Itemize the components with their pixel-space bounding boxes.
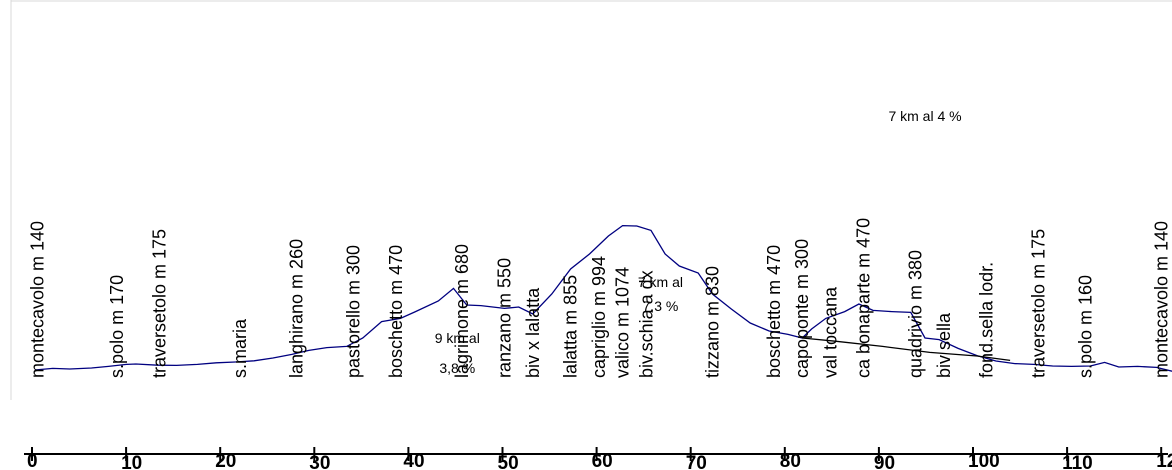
place-label: biv sella [934,312,954,378]
place-label: boschetto m 470 [386,245,406,378]
gradient-annotation: 7 km al 4 % [888,108,961,124]
elevation-profile [34,224,1172,372]
place-label: boschetto m 470 [764,245,784,378]
series-line-variante [802,337,1011,362]
x-tick-label: 100 [968,451,1000,470]
place-label: pastorello m 300 [343,245,363,378]
place-label: lalatta m 855 [561,275,581,378]
x-tick-label: 90 [874,453,895,470]
place-label: ca bonaparte m 470 [854,218,874,378]
place-labels: montecavolo m 140 s.polo m 170 traversetol… [28,218,1172,378]
place-label: biv.schia a dx [636,270,656,378]
place-label: valico m 1074 [613,267,633,378]
x-tick-label: 70 [686,453,707,470]
x-axis: 0 10 20 30 40 50 60 70 80 90 100 110 120 [24,447,1172,470]
place-label: lagrimone m 680 [452,244,472,378]
place-label: s.polo m 160 [1076,275,1096,378]
place-label: montecavolo m 140 [1151,221,1171,378]
place-label: val toccana [821,286,841,378]
place-label: tizzano m 830 [702,266,722,378]
gradient-annotation: 9 km al [435,330,480,346]
x-tick-label: 120 [1156,451,1172,470]
gradient-annotations: 9 km al 3,8 % 7 km al 7,3 % 7 km al 4 % [435,108,962,376]
x-tick-label: 60 [592,451,613,470]
place-label: biv x lalatta [523,287,543,378]
x-tick-label: 50 [498,453,519,470]
x-tick-label: 10 [121,453,142,470]
x-tick-label: 40 [403,451,424,470]
place-label: s.polo m 170 [107,275,127,378]
x-tick-label: 80 [780,451,801,470]
gradient-annotation: 7 km al [638,274,683,290]
place-label: fond.sella lodr. [976,262,996,378]
x-tick-label: 20 [215,451,236,470]
x-tick-label: 110 [1062,453,1093,470]
place-label: ranzano m 550 [495,258,515,378]
place-label: traversetolo m 175 [150,229,170,378]
place-label: traversetolo m 175 [1028,229,1048,378]
place-label: s.maria [230,318,250,378]
place-label: capoponte m 300 [792,239,812,378]
place-label: langhirano m 260 [287,239,307,378]
x-tick-label: 30 [309,453,330,470]
gradient-annotation: 3,8 % [439,360,475,376]
place-label: montecavolo m 140 [28,221,48,378]
gradient-annotation: 7,3 % [643,298,679,314]
place-label: capriglio m 994 [589,256,609,378]
place-label: quadrivio m 380 [906,250,926,378]
x-tick-label: 0 [27,451,38,470]
